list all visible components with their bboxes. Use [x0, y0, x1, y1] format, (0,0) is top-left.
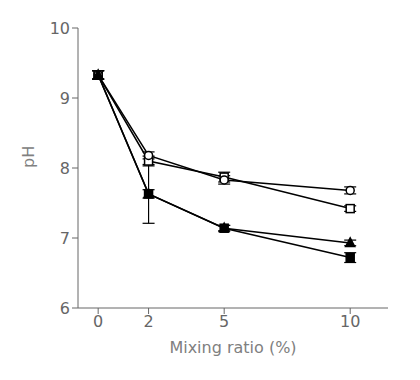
svg-text:Mixing ratio (%): Mixing ratio (%): [169, 338, 296, 357]
svg-text:9: 9: [60, 89, 70, 108]
svg-text:2: 2: [143, 312, 153, 331]
svg-text:pH: pH: [19, 146, 38, 168]
svg-text:10: 10: [50, 19, 70, 38]
svg-text:6: 6: [60, 299, 70, 318]
svg-text:10: 10: [340, 312, 360, 331]
svg-text:7: 7: [60, 229, 70, 248]
svg-text:0: 0: [93, 312, 103, 331]
svg-text:8: 8: [60, 159, 70, 178]
svg-text:5: 5: [219, 312, 229, 331]
